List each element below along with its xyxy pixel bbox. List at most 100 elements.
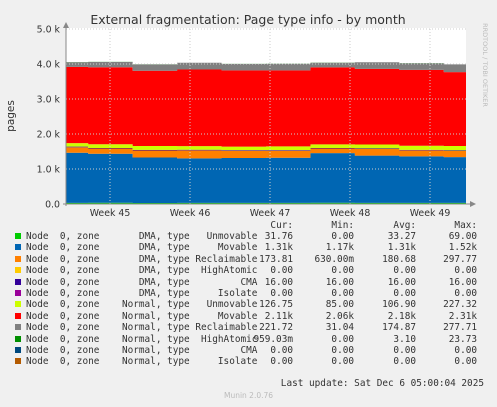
x-tick-label: Week 48 bbox=[330, 208, 371, 219]
legend-swatch bbox=[15, 267, 21, 274]
legend-cur: 173.81 bbox=[259, 253, 293, 265]
legend-swatch bbox=[15, 335, 21, 342]
legend-row: Node 0, zone DMA, type Isolate 0.00 0.00 0.… bbox=[0, 288, 497, 299]
chart: 0.0 1.0 k 2.0 k 3.0 k 4.0 k 5.0 k Week 45 Week… bbox=[5, 12, 489, 219]
y-tick-label: 0.0 bbox=[45, 200, 60, 211]
header-avg: Avg: bbox=[393, 220, 416, 231]
legend-max: 0.00 bbox=[454, 356, 477, 368]
legend-label: Node 0, zone Normal, type CMA bbox=[26, 345, 258, 356]
legend-cur: 959.03m bbox=[253, 333, 293, 345]
chart-title: External fragmentation: Page type info -… bbox=[90, 12, 405, 27]
y-tick-label: 2.0 k bbox=[37, 130, 61, 141]
y-tick-label: 4.0 k bbox=[37, 60, 61, 71]
legend-row: Node 0, zone DMA, type Unmovable 31.76 0.0… bbox=[0, 231, 497, 242]
y-tick-label: 1.0 k bbox=[37, 165, 61, 176]
legend-min: 630.00m bbox=[314, 253, 354, 265]
legend-avg: 3.10 bbox=[393, 333, 416, 345]
legend-min: 0.00 bbox=[331, 265, 354, 277]
legend-min: 31.04 bbox=[325, 322, 354, 334]
x-tick-label: Week 45 bbox=[90, 208, 131, 219]
legend-row: Node 0, zone DMA, type HighAtomic 0.00 0.0… bbox=[0, 265, 497, 276]
legend-swatch bbox=[15, 347, 21, 353]
legend-avg: 33.27 bbox=[387, 231, 416, 242]
legend-cur: 1.31k bbox=[264, 242, 293, 254]
y-tick-label: 5.0 k bbox=[37, 25, 61, 36]
legend-max: 0.00 bbox=[454, 345, 477, 356]
legend-max: 1.52k bbox=[448, 242, 477, 254]
legend-min: 0.00 bbox=[331, 288, 354, 299]
legend-row: Node 0, zone Normal, type HighAtomic 959.… bbox=[0, 334, 497, 345]
series-area bbox=[66, 147, 466, 159]
legend-row: Node 0, zone DMA, type Movable 1.31k 1.17k… bbox=[0, 242, 497, 253]
legend-row: Node 0, zone Normal, type Unmovable 126.7… bbox=[0, 299, 497, 310]
legend-header: Cur: Min: Avg: Max: bbox=[0, 220, 497, 231]
legend-row: Node 0, zone Normal, type Isolate 0.00 0.0… bbox=[0, 356, 497, 367]
legend-avg: 0.00 bbox=[393, 265, 416, 277]
legend-row: Node 0, zone Normal, type Movable 2.11k 2.… bbox=[0, 311, 497, 322]
legend-swatch bbox=[15, 255, 21, 262]
legend-max: 69.00 bbox=[448, 231, 477, 242]
legend-cur: 0.00 bbox=[270, 265, 293, 277]
legend-min: 0.00 bbox=[331, 345, 354, 356]
legend-row: Node 0, zone DMA, type CMA 16.00 16.00 16.0… bbox=[0, 277, 497, 288]
legend-max: 2.31k bbox=[448, 310, 477, 322]
series-area bbox=[66, 66, 466, 147]
series-area bbox=[66, 152, 466, 203]
rrdtool-watermark: RRDTOOL / TOBI OETIKER bbox=[481, 23, 489, 107]
legend-min: 1.17k bbox=[325, 242, 354, 254]
legend-label: Node 0, zone Normal, type Reclaimable bbox=[26, 322, 258, 334]
legend-label: Node 0, zone DMA, type HighAtomic bbox=[26, 265, 258, 277]
x-tick-label: Week 47 bbox=[250, 208, 291, 219]
legend-max: 297.77 bbox=[443, 253, 477, 265]
legend-avg: 180.68 bbox=[382, 253, 416, 265]
legend-cur: 221.72 bbox=[259, 322, 293, 334]
legend-cur: 2.11k bbox=[264, 310, 293, 322]
legend-cur: 126.75 bbox=[259, 299, 293, 311]
legend-max: 16.00 bbox=[448, 276, 477, 288]
legend-avg: 0.00 bbox=[393, 356, 416, 368]
legend-avg: 0.00 bbox=[393, 345, 416, 356]
legend-swatch bbox=[15, 290, 21, 296]
legend-swatch bbox=[15, 312, 21, 319]
x-tick-label: Week 49 bbox=[410, 208, 451, 219]
header-cur: Cur: bbox=[270, 220, 293, 231]
legend-label: Node 0, zone DMA, type Movable bbox=[26, 242, 258, 254]
legend-cur: 31.76 bbox=[264, 231, 293, 242]
legend-max: 227.32 bbox=[443, 299, 477, 311]
legend-max: 0.00 bbox=[454, 288, 477, 299]
legend-swatch bbox=[15, 233, 21, 239]
legend-min: 16.00 bbox=[325, 276, 354, 288]
legend-cur: 0.00 bbox=[270, 345, 293, 356]
series-area bbox=[66, 143, 466, 151]
y-axis-label: pages bbox=[5, 100, 17, 132]
legend-cur: 16.00 bbox=[264, 276, 293, 288]
legend-avg: 174.87 bbox=[382, 322, 416, 334]
legend-max: 23.73 bbox=[448, 333, 477, 345]
legend-swatch bbox=[15, 244, 21, 251]
legend-min: 0.00 bbox=[331, 356, 354, 368]
legend-cur: 0.00 bbox=[270, 356, 293, 368]
header-max: Max: bbox=[454, 220, 477, 231]
legend-avg: 16.00 bbox=[387, 276, 416, 288]
legend-min: 0.00 bbox=[331, 333, 354, 345]
legend-row: Node 0, zone Normal, type Reclaimable 221… bbox=[0, 322, 497, 333]
legend-max: 277.71 bbox=[443, 322, 477, 334]
legend-swatch bbox=[15, 301, 21, 308]
legend-avg: 1.31k bbox=[387, 242, 416, 254]
munin-version: Munin 2.0.76 bbox=[223, 391, 274, 400]
x-tick-label: Week 46 bbox=[170, 208, 211, 219]
x-axis-arrow bbox=[470, 201, 476, 207]
legend-min: 2.06k bbox=[325, 310, 354, 322]
legend-avg: 106.90 bbox=[382, 299, 416, 311]
legend-swatch bbox=[15, 358, 21, 365]
legend-row: Node 0, zone DMA, type Reclaimable 173.81… bbox=[0, 254, 497, 265]
legend-min: 0.00 bbox=[331, 231, 354, 242]
legend-label: Node 0, zone Normal, type Unmovable bbox=[26, 299, 258, 311]
series-area bbox=[66, 61, 466, 65]
y-axis-arrow bbox=[63, 22, 69, 28]
legend-label: Node 0, zone Normal, type Isolate bbox=[26, 356, 258, 368]
legend-swatch bbox=[15, 324, 21, 331]
series-area bbox=[66, 62, 466, 73]
legend-label: Node 0, zone DMA, type Unmovable bbox=[26, 231, 258, 242]
legend-label: Node 0, zone Normal, type HighAtomic bbox=[26, 333, 258, 345]
